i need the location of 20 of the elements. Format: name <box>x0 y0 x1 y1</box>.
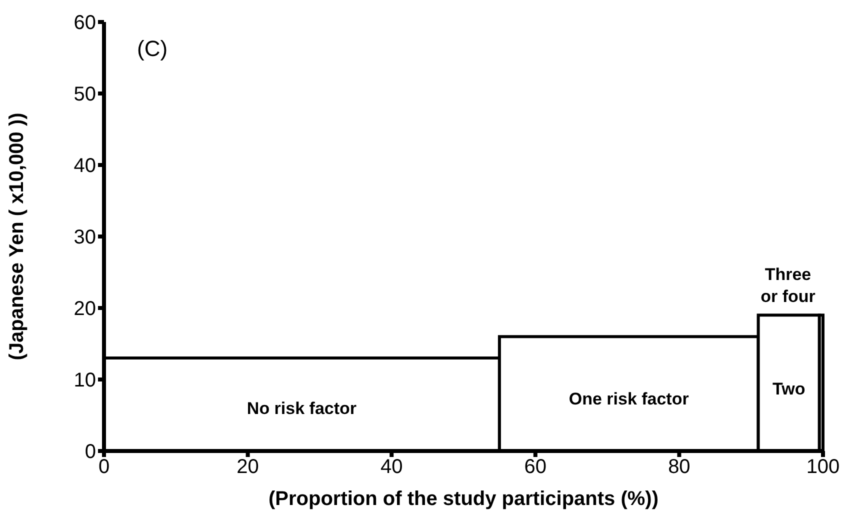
y-tick-label: 50 <box>74 84 96 106</box>
y-tick-label: 20 <box>74 298 96 320</box>
x-tick-label: 20 <box>236 456 259 478</box>
x-tick-label: 80 <box>668 456 690 478</box>
y-tick-label: 10 <box>74 370 96 392</box>
x-axis-title: (Proportion of the study participants (%)) <box>268 488 658 510</box>
x-tick-label: 0 <box>98 456 110 478</box>
x-tick-label: 60 <box>524 456 547 478</box>
annotation: No risk factor <box>246 398 357 418</box>
y-tick-label: 30 <box>74 226 96 249</box>
y-tick-label: 60 <box>74 12 96 34</box>
annotation: Three or four <box>760 264 816 306</box>
annotation: One risk factor <box>568 388 690 408</box>
y-tick-label: 0 <box>84 441 96 464</box>
x-tick-label: 100 <box>806 456 840 478</box>
text: (C) <box>137 36 168 62</box>
y-tick-label: 40 <box>74 155 96 178</box>
y-axis-title: (Japanese Yen ( x10,000 )) <box>6 112 28 360</box>
x-tick-label: 40 <box>380 456 403 478</box>
annotation: Two <box>772 379 806 398</box>
